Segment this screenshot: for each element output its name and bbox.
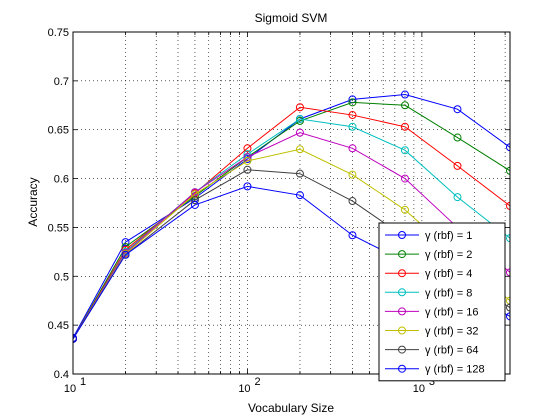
y-tick-label: 0.7 <box>54 76 69 88</box>
data-point <box>243 156 252 165</box>
legend-marker <box>398 269 406 278</box>
data-point <box>453 133 462 142</box>
y-tick-label: 0.65 <box>48 125 69 137</box>
data-point <box>400 174 409 183</box>
data-point <box>295 128 304 137</box>
data-point <box>506 296 510 305</box>
data-point <box>348 122 357 131</box>
y-tick-label: 0.5 <box>54 271 69 283</box>
legend-marker <box>398 231 406 239</box>
legend-entry: γ (rbf) = 2 <box>425 249 472 261</box>
data-point <box>453 161 462 170</box>
data-point <box>506 312 510 321</box>
series-line <box>73 101 510 340</box>
legend-marker <box>398 364 406 373</box>
x-tick-label: 10 <box>64 383 76 395</box>
series-line <box>73 106 510 340</box>
legend-marker <box>398 307 406 316</box>
data-point <box>400 90 409 99</box>
x-tick-exponent: 1 <box>80 376 86 388</box>
data-point <box>190 200 199 209</box>
y-tick-label: 0.45 <box>48 320 69 332</box>
data-point <box>506 303 510 312</box>
data-point <box>348 170 357 179</box>
data-point <box>506 143 510 152</box>
data-point <box>400 146 409 155</box>
data-point <box>243 165 252 174</box>
legend-entry: γ (rbf) = 8 <box>425 287 472 299</box>
legend-marker <box>398 250 406 259</box>
plot-frame <box>72 31 511 375</box>
data-point <box>506 166 510 175</box>
legend-marker <box>398 326 406 335</box>
data-point <box>295 145 304 154</box>
legend-entry: γ (rbf) = 4 <box>425 268 472 280</box>
data-point <box>400 205 409 214</box>
data-point <box>348 95 357 104</box>
legend-entry: γ (rbf) = 128 <box>425 364 485 376</box>
data-point <box>506 234 510 243</box>
legend-entry: γ (rbf) = 32 <box>425 326 479 338</box>
data-point <box>400 101 409 110</box>
y-tick-label: 0.4 <box>54 369 69 381</box>
data-point <box>121 238 130 247</box>
data-point <box>348 144 357 153</box>
x-tick-label: 10 <box>238 383 250 395</box>
legend-entry: γ (rbf) = 64 <box>425 345 479 357</box>
data-point <box>73 334 77 343</box>
tick-labels: 0.4 0.45 0.5 0.55 0.6 0.65 0.7 0.75 10 1 10 2 10 3 <box>48 27 435 395</box>
data-point <box>295 169 304 178</box>
data-point <box>243 144 252 153</box>
data-point <box>121 250 130 259</box>
y-tick-label: 0.6 <box>54 174 69 186</box>
x-tick-exponent: 3 <box>429 376 435 388</box>
data-point <box>243 182 252 191</box>
data-point <box>190 196 199 205</box>
data-point <box>348 111 357 120</box>
legend-box <box>378 222 506 382</box>
x-tick-label: 10 <box>413 383 425 395</box>
legend-entry: γ (rbf) = 16 <box>425 306 479 318</box>
legend-marker <box>398 288 406 297</box>
data-point <box>453 193 462 202</box>
legend-marker <box>398 345 406 354</box>
x-axis-label: Vocabulary Size <box>248 401 334 415</box>
data-point <box>506 201 510 210</box>
data-point <box>400 122 409 131</box>
y-tick-label: 0.55 <box>48 222 69 234</box>
data-point <box>348 98 357 107</box>
chart-title: Sigmoid SVM <box>255 11 328 25</box>
axes <box>72 31 511 375</box>
data-point <box>295 191 304 200</box>
series-line <box>73 132 510 340</box>
data-point <box>453 105 462 114</box>
data-point <box>348 197 357 206</box>
data-point <box>506 268 510 277</box>
data-point <box>295 114 304 123</box>
legend-entry: γ (rbf) = 1 <box>425 230 472 242</box>
y-tick-label: 0.75 <box>48 27 69 39</box>
data-point <box>295 103 304 112</box>
y-axis-label: Accuracy <box>26 177 40 226</box>
x-tick-exponent: 2 <box>254 376 260 388</box>
data-point <box>190 190 199 199</box>
data-point <box>348 231 357 240</box>
legend: γ (rbf) = 1 γ (rbf) = 2 γ (rbf) = 4 γ (rbf)… <box>378 222 506 382</box>
